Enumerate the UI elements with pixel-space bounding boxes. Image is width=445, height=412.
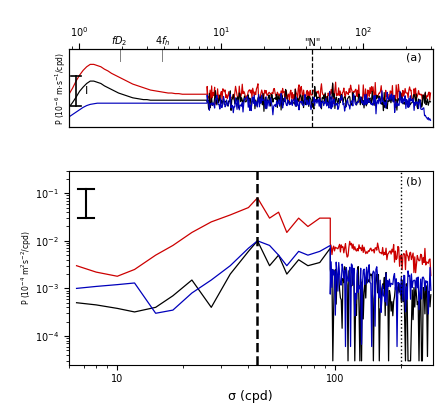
- X-axis label: σ (cpd): σ (cpd): [228, 390, 273, 403]
- Y-axis label: P ($10^{-4}$ m$^2$s$^{-2}$/cpd): P ($10^{-4}$ m$^2$s$^{-2}$/cpd): [19, 230, 34, 305]
- Text: "N": "N": [304, 38, 320, 48]
- Text: I: I: [85, 86, 88, 96]
- Y-axis label: P ($10^{-6}$ m$\cdot$s$^{-1}$/cpd): P ($10^{-6}$ m$\cdot$s$^{-1}$/cpd): [53, 52, 68, 125]
- Text: $4f_h$: $4f_h$: [154, 34, 170, 48]
- Text: $fD_2$: $fD_2$: [111, 34, 128, 48]
- Text: (a): (a): [406, 53, 421, 63]
- Text: (b): (b): [406, 176, 421, 186]
